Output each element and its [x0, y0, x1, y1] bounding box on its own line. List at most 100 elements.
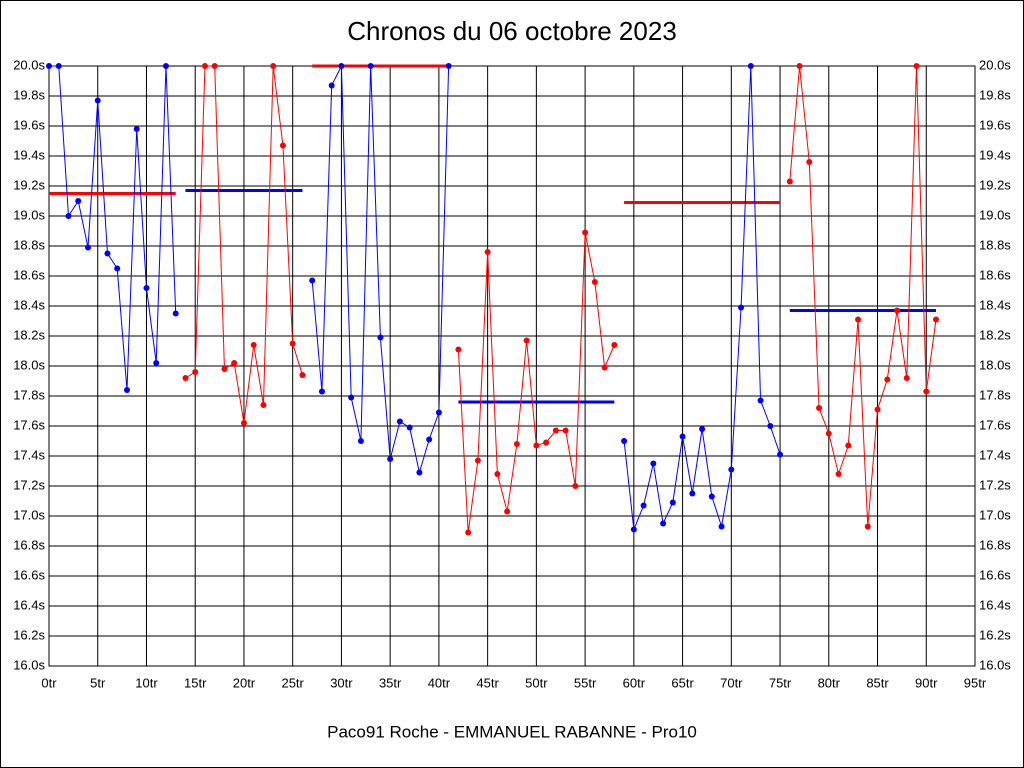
data-point: [240, 420, 247, 426]
data-point: [211, 63, 218, 69]
y-tick-label: 16.2s: [13, 627, 45, 642]
x-tick-label: 10tr: [135, 675, 158, 690]
data-point: [533, 442, 540, 449]
data-point: [104, 250, 111, 257]
y2-tick-label: 19.2s: [979, 177, 1011, 192]
data-point: [884, 376, 891, 383]
y-tick-label: 17.6s: [13, 417, 45, 432]
data-point: [747, 63, 754, 69]
y-tick-label: 19.6s: [13, 117, 45, 132]
data-point: [757, 397, 764, 404]
y2-tick-label: 17.2s: [979, 477, 1011, 492]
data-point: [133, 126, 140, 132]
series-line: [789, 65, 937, 527]
data-point: [903, 375, 910, 381]
y-tick-label: 18.4s: [13, 297, 45, 312]
y2-tick-label: 18.4s: [979, 297, 1011, 312]
data-point: [289, 340, 296, 347]
y-tick-label: 17.4s: [13, 447, 45, 462]
data-point: [640, 502, 647, 509]
data-point: [318, 388, 325, 395]
data-point: [172, 310, 179, 317]
y2-tick-label: 16.4s: [979, 597, 1011, 612]
x-tick-label: 60tr: [623, 675, 646, 690]
data-point: [474, 457, 481, 464]
data-point: [65, 213, 72, 219]
data-point: [416, 469, 423, 476]
data-point: [855, 316, 862, 323]
y-tick-label: 19.0s: [13, 207, 45, 222]
data-point: [46, 63, 52, 69]
x-tick-label: 75tr: [769, 675, 792, 690]
data-point: [708, 493, 715, 500]
data-point: [250, 342, 257, 348]
y2-tick-label: 19.6s: [979, 117, 1011, 132]
data-point: [445, 63, 452, 69]
y2-tick-label: 20.0s: [979, 57, 1011, 72]
y2-tick-label: 19.4s: [979, 147, 1011, 162]
data-point: [328, 82, 335, 89]
y-tick-label: 16.8s: [13, 537, 45, 552]
data-point: [894, 307, 901, 314]
data-point: [621, 438, 628, 444]
data-point: [933, 316, 940, 323]
data-point: [552, 427, 559, 434]
data-point: [162, 63, 169, 69]
y2-tick-label: 18.8s: [979, 237, 1011, 252]
y2-tick-label: 16.6s: [979, 567, 1011, 582]
y-tick-label: 19.2s: [13, 177, 45, 192]
data-point: [270, 63, 277, 69]
data-point: [679, 433, 686, 440]
x-tick-label: 85tr: [866, 675, 889, 690]
y-tick-label: 18.6s: [13, 267, 45, 282]
data-point: [513, 441, 520, 447]
data-point: [396, 418, 403, 425]
data-point: [699, 426, 706, 432]
y-tick-label: 19.4s: [13, 147, 45, 162]
data-point: [153, 360, 160, 366]
y2-tick-label: 18.0s: [979, 357, 1011, 372]
y2-tick-label: 19.0s: [979, 207, 1011, 222]
data-point: [523, 337, 530, 344]
data-point: [874, 406, 881, 413]
y-tick-label: 16.0s: [13, 657, 45, 672]
data-point: [377, 334, 384, 341]
y-tick-label: 18.2s: [13, 327, 45, 342]
y-tick-label: 16.4s: [13, 597, 45, 612]
y2-tick-label: 17.8s: [979, 387, 1011, 402]
data-point: [786, 178, 793, 185]
data-point: [767, 423, 774, 429]
x-tick-label: 55tr: [574, 675, 597, 690]
data-point: [182, 375, 189, 381]
x-tick-label: 20tr: [233, 675, 256, 690]
data-point: [338, 63, 345, 69]
y2-tick-label: 18.6s: [979, 267, 1011, 282]
data-point: [835, 471, 842, 477]
data-point: [816, 405, 823, 411]
data-point: [299, 372, 306, 378]
x-tick-label: 35tr: [379, 675, 402, 690]
x-tick-label: 65tr: [671, 675, 694, 690]
x-tick-label: 25tr: [281, 675, 304, 690]
x-tick-label: 80tr: [818, 675, 841, 690]
y2-tick-label: 16.2s: [979, 627, 1011, 642]
data-point: [387, 456, 394, 462]
data-point: [504, 508, 511, 515]
data-point: [562, 427, 569, 434]
data-point: [718, 523, 725, 530]
y-tick-label: 17.2s: [13, 477, 45, 492]
y-tick-label: 17.8s: [13, 387, 45, 402]
x-tick-label: 45tr: [476, 675, 499, 690]
y-tick-label: 18.8s: [13, 237, 45, 252]
data-point: [494, 471, 501, 477]
data-point: [669, 499, 676, 506]
data-point: [426, 436, 433, 443]
x-tick-label: 30tr: [330, 675, 353, 690]
x-tick-label: 95tr: [964, 675, 987, 690]
data-point: [728, 466, 735, 473]
data-point: [435, 409, 442, 416]
y-tick-label: 17.0s: [13, 507, 45, 522]
data-point: [543, 439, 550, 446]
